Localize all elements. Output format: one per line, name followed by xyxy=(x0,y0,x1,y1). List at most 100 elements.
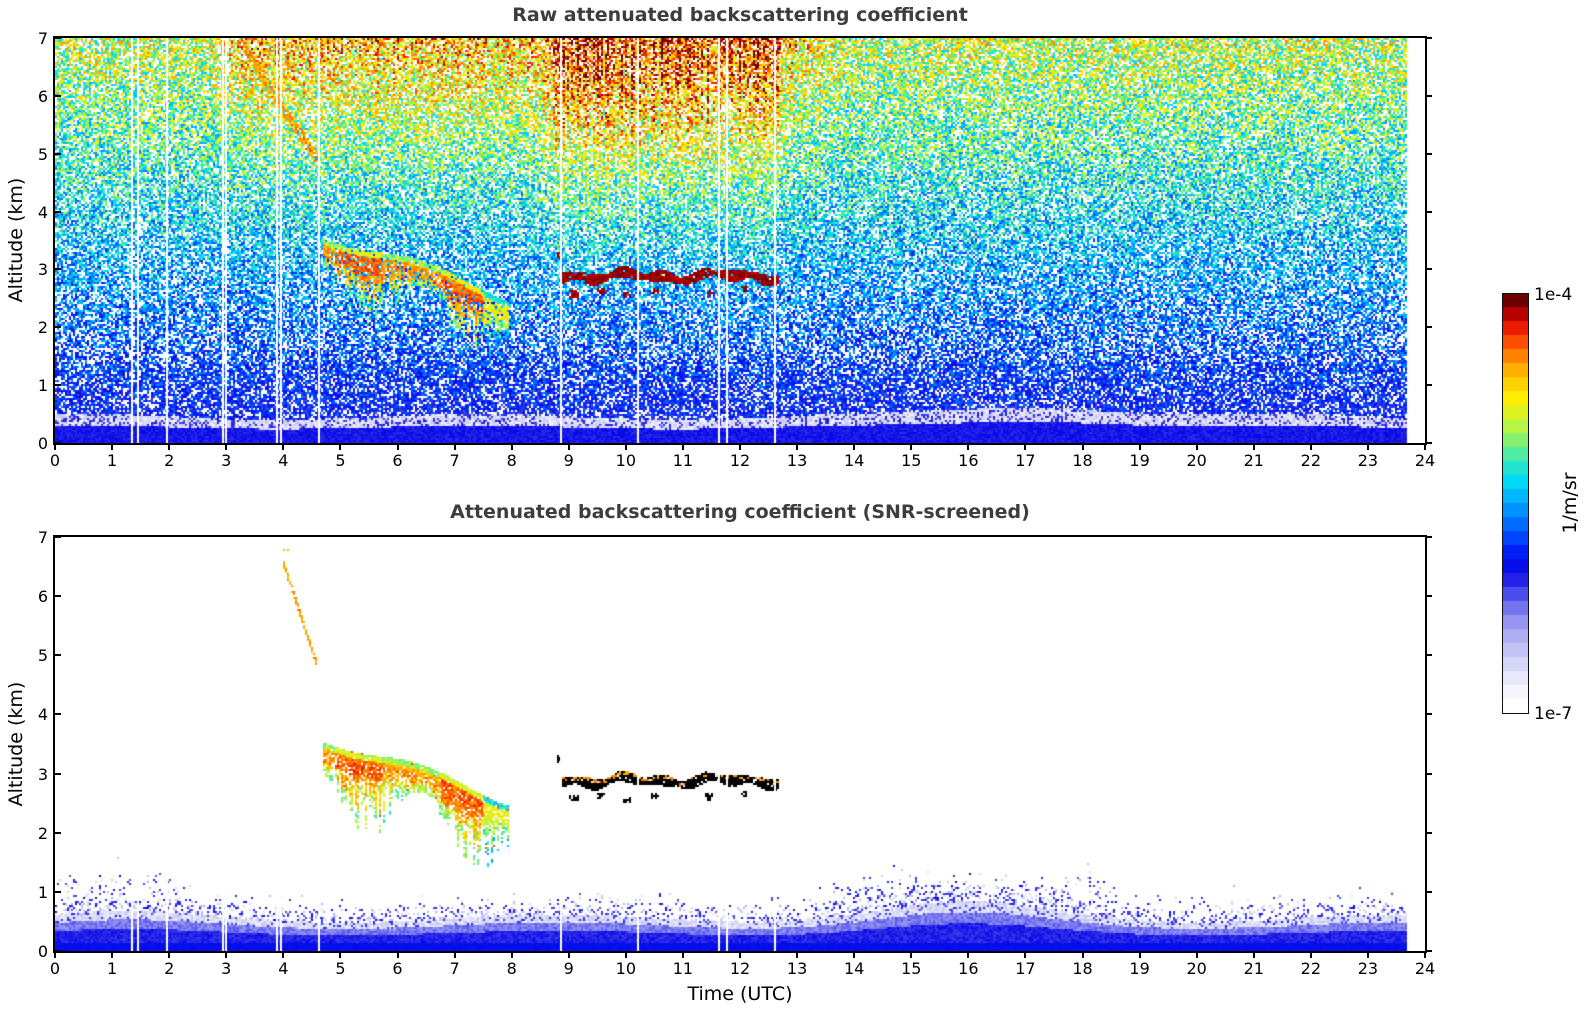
screened-y-tick-right xyxy=(1427,595,1432,598)
raw-x-tick-label: 2 xyxy=(164,451,175,470)
screened-y-tick-label: 7 xyxy=(37,528,48,547)
screened-x-tick xyxy=(1195,953,1198,958)
screened-x-tick xyxy=(739,953,741,958)
screened-x-tick xyxy=(681,953,684,958)
colorbar xyxy=(1502,293,1529,714)
raw-y-tick xyxy=(55,384,61,387)
raw-x-tick xyxy=(796,445,799,450)
screened-y-tick xyxy=(55,713,61,716)
raw-panel-title: Raw attenuated backscattering coefficien… xyxy=(512,4,968,26)
raw-y-tick-right xyxy=(1427,37,1432,39)
raw-x-tick-label: 10 xyxy=(615,451,637,470)
raw-x-tick xyxy=(681,445,684,450)
raw-y-tick xyxy=(55,152,61,155)
screened-y-tick-right xyxy=(1427,950,1432,952)
screened-y-tick-right xyxy=(1427,654,1432,657)
raw-x-tick-label: 14 xyxy=(843,451,865,470)
screened-x-tick xyxy=(225,953,228,958)
raw-y-tick xyxy=(55,442,61,444)
screened-x-tick xyxy=(796,953,799,958)
screened-x-tick-label: 19 xyxy=(1129,959,1150,978)
colorbar-max-label: 1e-4 xyxy=(1534,285,1573,305)
raw-y-axis-label: Altitude (km) xyxy=(5,177,27,303)
screened-y-tick-label: 0 xyxy=(37,942,48,961)
raw-x-tick-label: 12 xyxy=(729,451,751,470)
raw-y-tick xyxy=(55,94,61,97)
raw-x-tick xyxy=(739,445,741,450)
screened-x-tick-label: 1 xyxy=(106,959,118,978)
raw-x-tick xyxy=(1081,445,1084,450)
screened-y-tick-right xyxy=(1427,772,1432,775)
colorbar-min-label: 1e-7 xyxy=(1534,704,1573,724)
screened-x-tick xyxy=(396,953,399,958)
raw-x-tick xyxy=(624,445,627,450)
screened-x-tick-label: 7 xyxy=(449,959,460,978)
raw-y-tick-right xyxy=(1427,152,1432,155)
screened-x-tick-label: 20 xyxy=(1186,959,1207,978)
raw-x-tick-label: 11 xyxy=(672,451,694,470)
screened-x-tick xyxy=(54,953,56,958)
screened-y-tick xyxy=(55,595,61,598)
screened-y-tick-label: 3 xyxy=(37,764,48,784)
screened-x-tick-label: 0 xyxy=(49,959,61,978)
raw-y-tick-label: 4 xyxy=(37,202,48,222)
screened-x-tick-label: 15 xyxy=(901,959,922,978)
raw-y-tick-label: 7 xyxy=(37,29,48,48)
raw-x-tick xyxy=(1195,445,1198,450)
screened-x-tick-label: 8 xyxy=(506,959,517,978)
raw-x-tick xyxy=(510,445,513,450)
raw-x-tick-label: 21 xyxy=(1243,451,1264,470)
raw-x-tick-label: 15 xyxy=(901,451,922,470)
raw-y-tick-label: 6 xyxy=(37,86,48,106)
raw-x-tick xyxy=(453,445,456,450)
screened-x-tick xyxy=(910,953,913,958)
raw-x-tick-label: 13 xyxy=(786,451,808,470)
screened-x-tick xyxy=(1424,953,1426,958)
raw-x-tick xyxy=(1252,445,1255,450)
screened-y-tick xyxy=(55,831,61,834)
screened-y-tick-label: 6 xyxy=(37,587,48,607)
screened-x-tick xyxy=(282,953,285,958)
screened-x-tick xyxy=(967,953,970,958)
raw-x-tick-label: 5 xyxy=(335,451,346,470)
screened-x-tick xyxy=(111,953,114,958)
screened-x-tick-label: 14 xyxy=(843,959,865,978)
raw-x-tick-label: 9 xyxy=(563,451,574,470)
raw-x-tick xyxy=(1024,445,1027,450)
raw-x-tick xyxy=(396,445,399,450)
screened-y-tick-right xyxy=(1427,713,1432,716)
screened-y-tick xyxy=(55,950,61,952)
screened-x-tick-label: 17 xyxy=(1015,959,1036,978)
screened-x-tick-label: 3 xyxy=(221,959,232,978)
screened-x-tick-label: 21 xyxy=(1243,959,1264,978)
screened-x-tick xyxy=(1024,953,1027,958)
raw-x-tick-label: 18 xyxy=(1072,451,1093,470)
screened-x-tick xyxy=(1366,953,1369,958)
raw-x-tick xyxy=(967,445,970,450)
raw-y-tick xyxy=(55,210,61,213)
raw-x-tick xyxy=(910,445,913,450)
screened-x-tick-label: 23 xyxy=(1357,959,1379,978)
raw-heatmap-canvas xyxy=(55,38,1425,443)
screened-y-tick-label: 4 xyxy=(37,705,48,725)
raw-y-tick-right xyxy=(1427,210,1432,213)
screened-x-tick-label: 5 xyxy=(335,959,346,978)
raw-y-tick-right xyxy=(1427,384,1432,387)
screened-y-tick xyxy=(55,890,61,893)
raw-x-tick xyxy=(54,445,56,450)
raw-x-tick xyxy=(282,445,285,450)
raw-y-tick xyxy=(55,37,61,39)
raw-x-tick xyxy=(1424,445,1426,450)
raw-y-tick-label: 5 xyxy=(37,144,48,164)
screened-x-tick xyxy=(1252,953,1255,958)
screened-y-tick-right xyxy=(1427,890,1432,893)
screened-x-tick-label: 9 xyxy=(563,959,574,978)
screened-x-tick xyxy=(853,953,856,958)
raw-x-tick-label: 4 xyxy=(278,451,289,470)
screened-x-tick-label: 22 xyxy=(1300,959,1322,978)
screened-panel-title: Attenuated backscattering coefficient (S… xyxy=(450,501,1030,523)
raw-y-tick-right xyxy=(1427,442,1432,444)
raw-y-tick xyxy=(55,326,61,329)
screened-y-axis-label: Altitude (km) xyxy=(5,681,27,807)
